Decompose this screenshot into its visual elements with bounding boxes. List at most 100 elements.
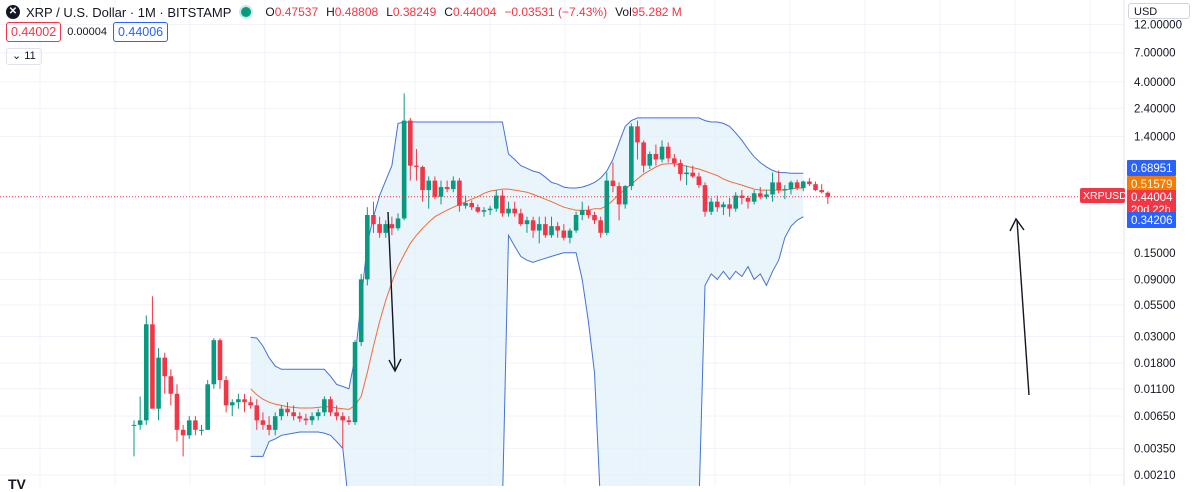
- lower-band-tag[interactable]: 0.34206: [1127, 212, 1176, 228]
- candle[interactable]: [586, 205, 591, 219]
- candle[interactable]: [518, 208, 524, 227]
- candle[interactable]: [715, 195, 720, 212]
- candle[interactable]: [487, 205, 493, 215]
- candle[interactable]: [193, 416, 198, 436]
- candle[interactable]: [567, 228, 573, 244]
- candle[interactable]: [481, 207, 487, 217]
- candle[interactable]: [751, 190, 757, 205]
- candle[interactable]: [248, 396, 253, 409]
- candle[interactable]: [543, 216, 548, 238]
- upper-band-tag[interactable]: 0.68951: [1127, 160, 1176, 176]
- candle[interactable]: [635, 120, 640, 160]
- candle[interactable]: [279, 405, 284, 421]
- candle[interactable]: [616, 182, 622, 221]
- candle[interactable]: [217, 338, 223, 389]
- candle[interactable]: [782, 185, 788, 200]
- candle[interactable]: [825, 191, 831, 205]
- candle[interactable]: [776, 170, 781, 194]
- candle[interactable]: [512, 201, 517, 217]
- candle[interactable]: [383, 220, 389, 238]
- candle[interactable]: [641, 140, 646, 173]
- candle[interactable]: [414, 149, 419, 181]
- candle[interactable]: [579, 201, 585, 221]
- candle[interactable]: [303, 413, 309, 425]
- basis-tag[interactable]: 0.51579: [1127, 176, 1176, 192]
- candle[interactable]: [475, 204, 481, 214]
- candle[interactable]: [500, 190, 505, 217]
- candle[interactable]: [573, 211, 579, 233]
- candle[interactable]: [721, 201, 726, 215]
- candle[interactable]: [395, 213, 401, 231]
- candle[interactable]: [131, 420, 137, 457]
- candle[interactable]: [205, 380, 210, 430]
- candle[interactable]: [408, 117, 413, 181]
- candle[interactable]: [180, 424, 186, 457]
- candle[interactable]: [340, 412, 346, 449]
- candle[interactable]: [143, 315, 149, 425]
- candle[interactable]: [150, 296, 155, 409]
- candle[interactable]: [807, 178, 812, 187]
- candle[interactable]: [272, 412, 278, 436]
- candle[interactable]: [315, 408, 321, 421]
- candle[interactable]: [346, 416, 352, 425]
- candle[interactable]: [727, 197, 732, 217]
- market-status-icon[interactable]: [241, 7, 252, 17]
- candle[interactable]: [358, 273, 364, 347]
- candle[interactable]: [678, 159, 683, 181]
- candle[interactable]: [469, 200, 474, 211]
- candle[interactable]: [450, 176, 456, 193]
- candle[interactable]: [199, 424, 204, 436]
- candle[interactable]: [420, 165, 425, 202]
- candle[interactable]: [696, 172, 702, 189]
- candle[interactable]: [365, 207, 370, 286]
- candle[interactable]: [236, 393, 241, 409]
- candle[interactable]: [444, 180, 450, 193]
- symbol-tag[interactable]: XRPUSD: [1080, 188, 1127, 203]
- candle[interactable]: [174, 384, 180, 442]
- candle[interactable]: [745, 195, 751, 209]
- indicators-toggle[interactable]: ⌄ 11: [6, 48, 42, 65]
- candle[interactable]: [757, 187, 763, 200]
- candle[interactable]: [702, 182, 708, 217]
- candle[interactable]: [764, 190, 769, 200]
- symbol-title[interactable]: XRP / U.S. Dollar · 1M · BITSTAMP: [26, 4, 232, 20]
- candle[interactable]: [352, 340, 358, 425]
- candle[interactable]: [322, 396, 327, 417]
- candle[interactable]: [819, 184, 824, 194]
- candle[interactable]: [536, 216, 542, 244]
- candle[interactable]: [377, 216, 382, 238]
- candle[interactable]: [506, 201, 511, 217]
- candle[interactable]: [438, 180, 444, 205]
- sell-price-button[interactable]: 0.44002: [6, 22, 62, 42]
- candle[interactable]: [493, 190, 499, 212]
- candle[interactable]: [223, 376, 229, 413]
- candle[interactable]: [659, 140, 665, 163]
- candle[interactable]: [309, 412, 315, 425]
- candle[interactable]: [622, 185, 628, 209]
- candle[interactable]: [788, 180, 794, 195]
- candle[interactable]: [371, 201, 376, 233]
- candle[interactable]: [813, 181, 818, 192]
- candle[interactable]: [524, 216, 530, 233]
- candle[interactable]: [610, 162, 616, 193]
- candle[interactable]: [254, 399, 260, 430]
- candle[interactable]: [457, 178, 462, 212]
- candle[interactable]: [733, 192, 739, 212]
- candle[interactable]: [229, 399, 235, 417]
- candle[interactable]: [672, 154, 677, 167]
- candle[interactable]: [653, 144, 659, 166]
- candle[interactable]: [137, 396, 143, 430]
- candle[interactable]: [426, 176, 432, 209]
- candle[interactable]: [291, 405, 296, 421]
- candle[interactable]: [156, 348, 161, 421]
- candle[interactable]: [260, 412, 266, 430]
- candle[interactable]: [647, 151, 653, 169]
- candle[interactable]: [432, 176, 438, 200]
- candle[interactable]: [266, 416, 272, 436]
- candle[interactable]: [794, 179, 800, 191]
- candle[interactable]: [708, 197, 714, 215]
- candle[interactable]: [561, 224, 567, 241]
